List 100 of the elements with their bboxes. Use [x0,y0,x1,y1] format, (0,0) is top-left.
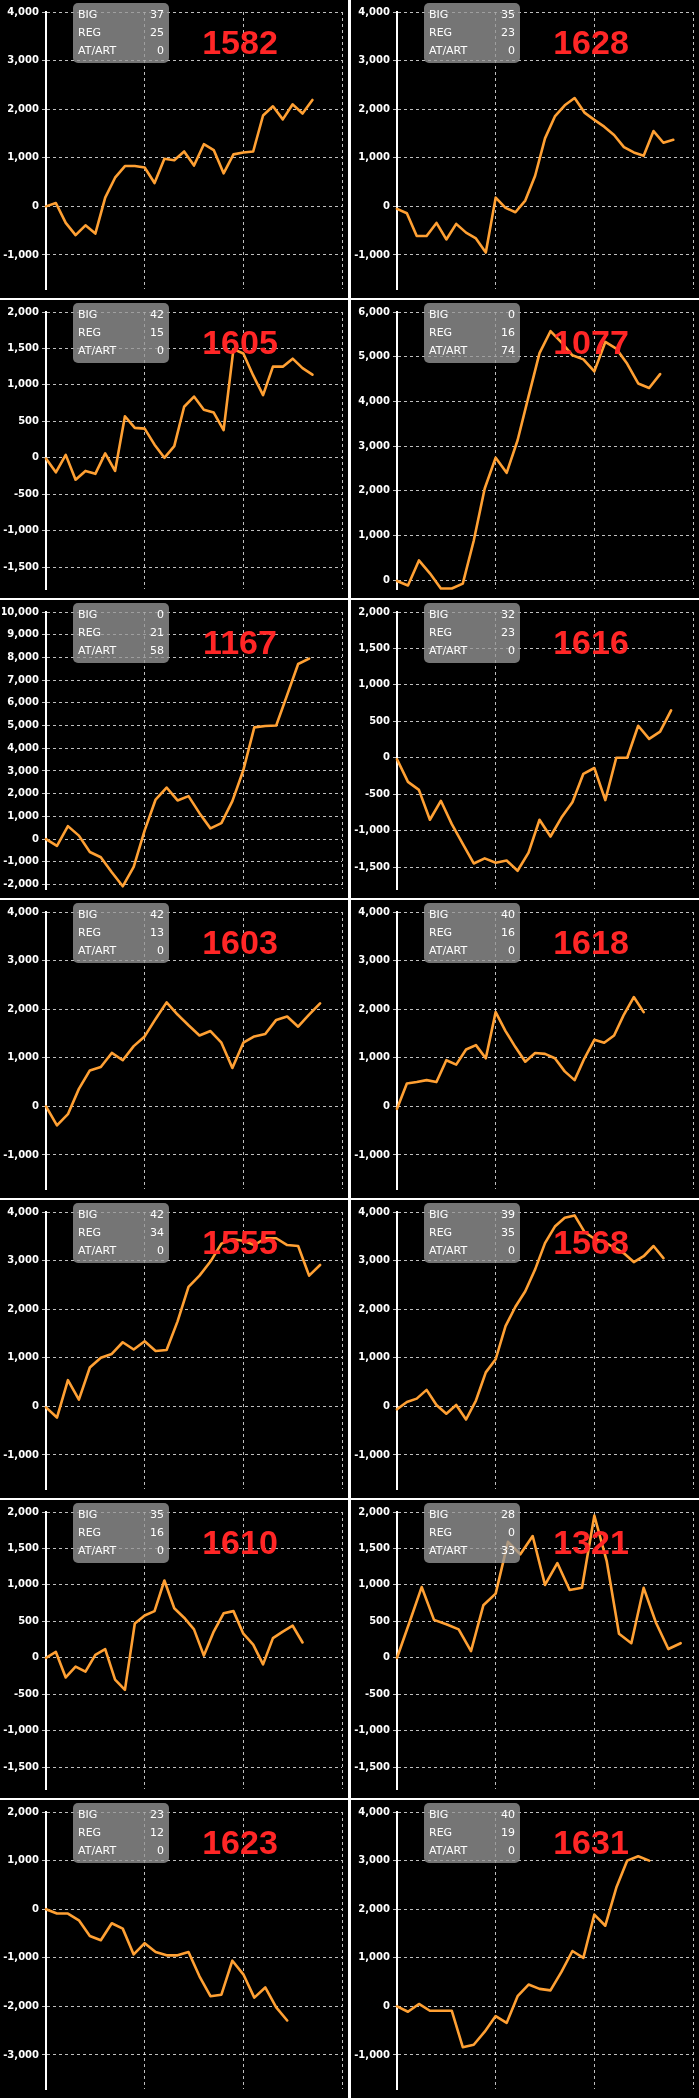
annotation: 40 [501,1808,515,1822]
y-tick-label: -1,500 [3,1760,40,1772]
annotation: REG [78,26,102,40]
y-tick-label: 0 [383,751,391,763]
y-tick-label: 2,000 [358,1505,391,1517]
y-tick-label: 1,000 [7,151,40,163]
y-tick-label: 500 [369,1614,391,1626]
annotation: 42 [150,908,164,922]
y-tick-label: 6,000 [7,696,40,708]
y-tick-label: 500 [18,1614,40,1626]
chart-title: 1623 [202,1823,278,1861]
annotation: 15 [150,326,164,340]
annotation: 16 [150,1526,164,1540]
y-tick-label: 4,000 [358,394,391,406]
y-tick-label: -3,000 [3,2048,40,2060]
annotation: AT/ART [78,1244,117,1258]
y-tick-label: 1,000 [358,1951,391,1963]
chart-title: 1631 [553,1823,629,1861]
annotation: 0 [508,308,515,322]
y-tick-label: 2,000 [7,1805,40,1817]
annotation: 23 [501,626,515,640]
chart-title: 1167 [203,623,277,661]
annotation: AT/ART [78,1544,117,1558]
annotation: AT/ART [78,644,117,658]
y-tick-label: 0 [32,832,40,844]
y-tick-label: -1,000 [354,248,391,260]
annotation: REG [78,326,102,340]
y-tick-label: -1,000 [3,1148,40,1160]
chart-title: 1618 [553,923,629,961]
y-tick-label: 5,000 [358,350,391,362]
annotation: 42 [150,308,164,322]
y-tick-label: 7,000 [7,673,40,685]
y-tick-label: 0 [383,199,391,211]
annotation: 23 [501,26,515,40]
y-tick-label: -1,000 [354,824,391,836]
y-tick-label: -1,000 [354,2048,391,2060]
annotation: REG [78,926,102,940]
annotation: 42 [150,1208,164,1222]
y-tick-label: 3,000 [358,954,391,966]
y-tick-label: 1,000 [7,378,40,390]
y-tick-label: 2,000 [358,1902,391,1914]
annotation: 35 [501,1226,515,1240]
annotation: 0 [157,344,164,358]
y-tick-label: 2,000 [7,1002,40,1014]
annotation: AT/ART [78,44,117,58]
annotation: 58 [150,644,164,658]
annotation: REG [78,626,102,640]
y-tick-label: 2,000 [7,102,40,114]
annotation: 0 [508,1526,515,1540]
y-tick-label: 4,000 [7,905,40,917]
annotation: REG [78,1226,102,1240]
annotation: REG [429,626,453,640]
y-tick-label: -1,000 [354,1724,391,1736]
chart-title: 1610 [202,1523,278,1561]
annotation: 33 [501,1544,515,1558]
y-tick-label: 9,000 [7,628,40,640]
chart-title: 1616 [553,623,629,661]
annotation: 32 [501,608,515,622]
annotation: AT/ART [429,344,468,358]
y-tick-label: 4,000 [7,5,40,17]
y-tick-label: -500 [364,1687,391,1699]
annotation: 39 [501,1208,515,1222]
y-tick-label: -2,000 [3,878,40,890]
y-tick-label: 2,000 [358,1302,391,1314]
y-tick-label: 2,000 [7,1505,40,1517]
y-tick-label: 0 [383,1399,391,1411]
y-tick-label: 3,000 [358,1854,391,1866]
annotation: AT/ART [78,344,117,358]
annotation: BIG [78,8,98,22]
annotation: 35 [150,1508,164,1522]
annotation: REG [429,1826,453,1840]
y-tick-label: 0 [32,451,40,463]
annotation: AT/ART [429,1244,468,1258]
annotation: REG [78,1526,102,1540]
y-tick-label: -1,000 [3,524,40,536]
y-tick-label: 4,000 [358,1805,391,1817]
annotation: 16 [501,326,515,340]
y-tick-label: 1,000 [7,809,40,821]
y-tick-label: -1,500 [354,1760,391,1772]
annotation: 23 [150,1808,164,1822]
annotation: AT/ART [78,944,117,958]
y-tick-label: 4,000 [358,905,391,917]
y-tick-label: 0 [383,1099,391,1111]
annotation: 19 [501,1826,515,1840]
y-tick-label: 1,000 [358,678,391,690]
annotation: 35 [501,8,515,22]
y-tick-label: 500 [369,714,391,726]
annotation: 34 [150,1226,164,1240]
annotation: BIG [429,1508,449,1522]
y-tick-label: 1,000 [7,1578,40,1590]
annotation: BIG [429,608,449,622]
annotation: 0 [157,944,164,958]
annotation: REG [78,1826,102,1840]
annotation: BIG [429,1808,449,1822]
annotation: 37 [150,8,164,22]
annotation: 0 [157,44,164,58]
y-tick-label: 3,000 [7,764,40,776]
y-tick-label: 6,000 [358,305,391,317]
annotation: 0 [508,1244,515,1258]
annotation: BIG [429,1208,449,1222]
